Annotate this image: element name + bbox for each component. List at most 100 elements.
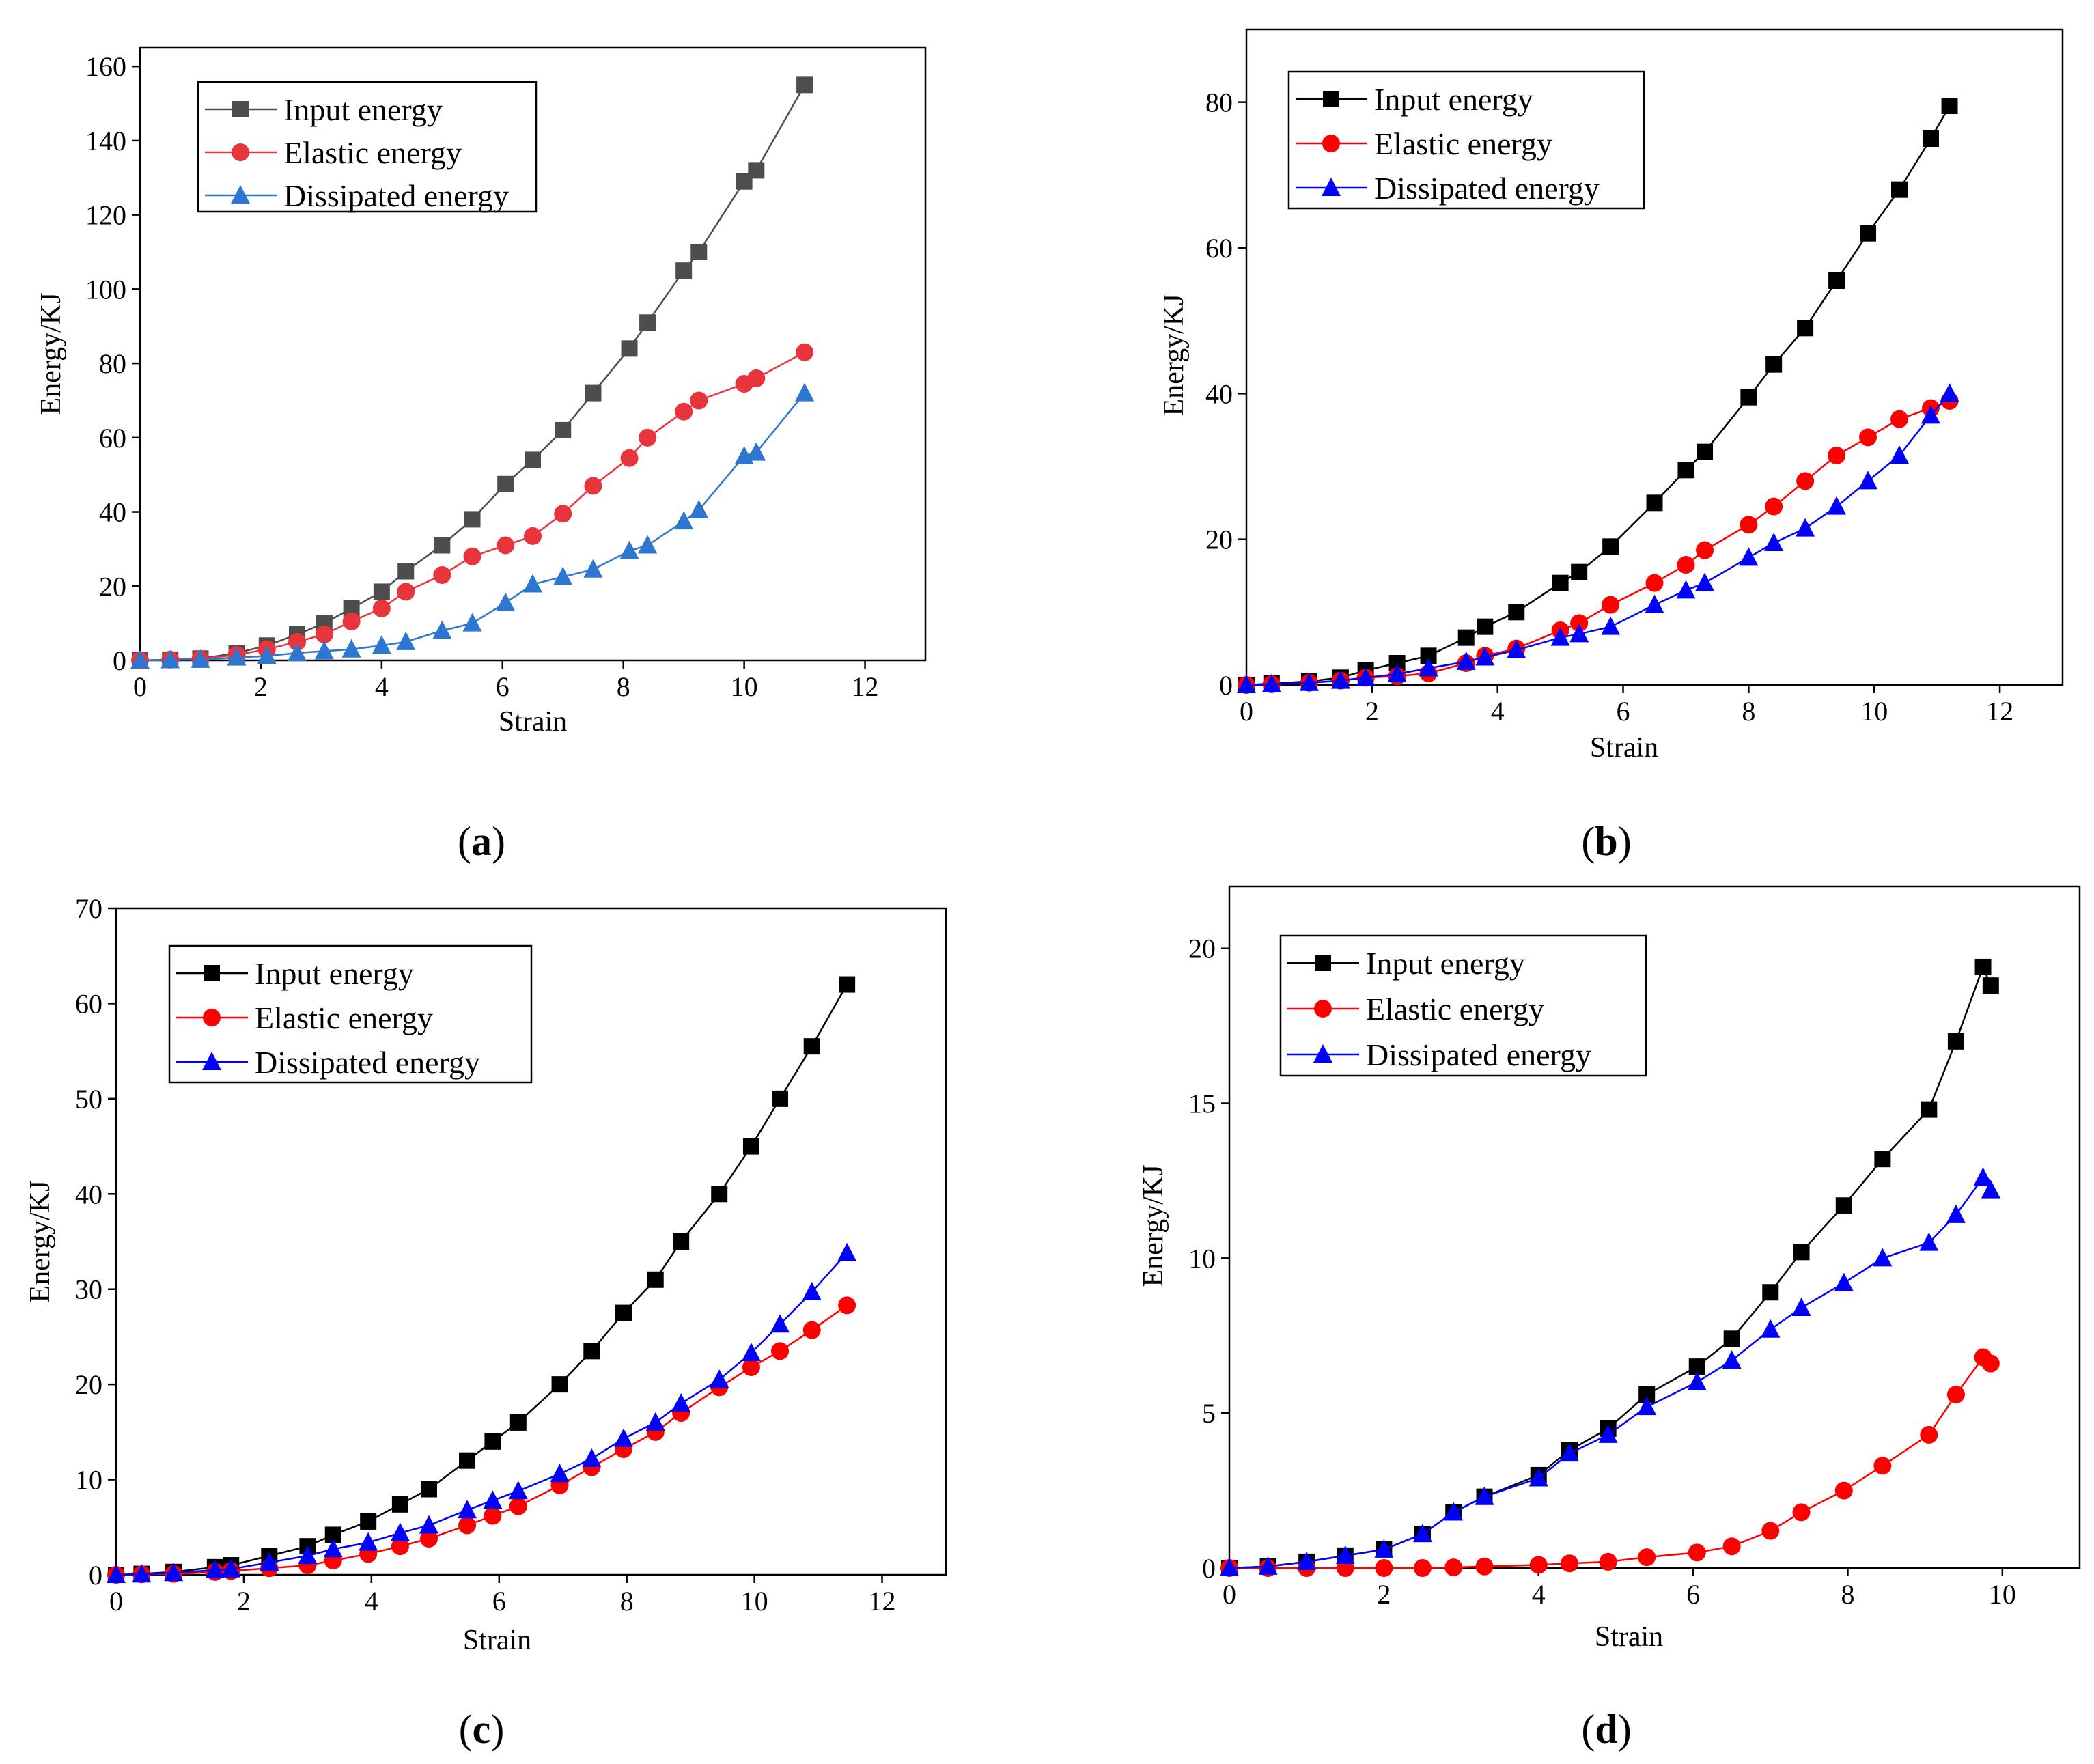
data-point-series-0 [373, 583, 390, 600]
data-point-series-1 [1890, 410, 1908, 428]
data-point-series-1 [1920, 1425, 1938, 1444]
y-tick-label: 160 [85, 51, 126, 82]
data-point-series-1 [458, 1516, 477, 1535]
x-tick-label: 2 [237, 1586, 251, 1616]
data-point-series-1 [584, 477, 602, 495]
data-point-series-2 [1220, 1558, 1239, 1576]
data-point-series-1 [484, 1507, 502, 1525]
series-line-2 [1229, 1176, 1992, 1569]
x-tick-label: 12 [852, 671, 879, 702]
data-point-series-2 [1687, 1371, 1707, 1390]
data-point-series-2 [1834, 1272, 1854, 1291]
data-point-series-0 [748, 162, 765, 179]
data-point-series-1 [1696, 541, 1714, 559]
x-tick-label: 10 [741, 1586, 768, 1616]
data-point-series-2 [1528, 1468, 1548, 1487]
y-axis-title-c: Energy/KJ [25, 1181, 56, 1303]
data-point-series-2 [837, 1242, 857, 1261]
data-point-series-1 [1645, 574, 1664, 592]
y-tick-label: 20 [99, 571, 126, 602]
panel-c: 0 2 4 6 8 10 12 0 10 20 30 40 50 60 70 Input energy Ela… [25, 893, 947, 1752]
data-point-series-1 [802, 1321, 821, 1339]
data-point-series-2 [1299, 672, 1319, 691]
data-point-series-0 [1602, 538, 1619, 555]
legend-label-1: Elastic energy [283, 135, 462, 170]
data-point-series-2 [1356, 667, 1376, 686]
data-point-series-1 [747, 369, 766, 387]
x-tick-label: 2 [1377, 1579, 1391, 1610]
legend-label-2: Dissipated energy [1366, 1037, 1591, 1072]
y-tick-label: 60 [1205, 233, 1233, 264]
y-tick-label: 5 [1202, 1398, 1216, 1429]
data-point-series-1 [1529, 1556, 1548, 1574]
data-point-series-2 [1444, 1502, 1464, 1521]
caption-letter-c: c [473, 1707, 491, 1752]
x-axis-title-a: Strain [499, 706, 567, 738]
legend-marker-2 [202, 1052, 221, 1070]
data-point-series-2 [1550, 627, 1570, 646]
data-point-series-2 [359, 1532, 378, 1551]
legend-marker-0 [1315, 955, 1331, 971]
data-point-series-0 [621, 340, 638, 357]
data-point-series-0 [585, 384, 602, 402]
data-point-series-1 [1561, 1554, 1578, 1573]
y-tick-label: 40 [75, 1179, 102, 1209]
panel-d: 0 2 4 6 8 10 0 5 10 15 20 Input energy Elastic ener… [1138, 885, 2081, 1752]
x-tick-label: 6 [1686, 1579, 1700, 1610]
data-point-series-1 [1602, 596, 1620, 614]
axis-ticks-b: 0 2 4 6 8 10 12 0 20 40 60 80 [1205, 87, 2013, 727]
data-point-series-2 [1695, 572, 1715, 591]
data-point-series-0 [1457, 629, 1475, 646]
data-point-series-2 [746, 442, 766, 461]
data-point-series-2 [619, 540, 639, 559]
data-point-series-0 [434, 537, 451, 554]
data-point-series-2 [1387, 664, 1407, 682]
plot-frame-a [139, 46, 927, 662]
legend-label-0: Input energy [1366, 946, 1525, 981]
data-point-series-2 [1258, 1556, 1278, 1575]
y-axis-title-b: Energy/KJ [1158, 294, 1190, 417]
x-tick-label: 4 [365, 1586, 378, 1616]
data-point-series-1 [1413, 1559, 1432, 1577]
data-point-series-2 [1601, 616, 1621, 635]
data-point-series-0 [583, 1343, 600, 1360]
y-tick-label: 20 [1205, 524, 1233, 555]
data-point-series-2 [130, 650, 150, 669]
data-point-series-2 [257, 645, 277, 664]
data-point-series-0 [1723, 1330, 1740, 1347]
y-tick-label: 20 [75, 1369, 102, 1400]
data-point-series-0 [1552, 574, 1569, 591]
data-point-series-2 [390, 1522, 410, 1541]
data-point-series-2 [160, 649, 180, 669]
data-point-series-0 [1571, 563, 1588, 580]
data-point-series-0 [1835, 1197, 1852, 1214]
plot-frame-b [1245, 28, 2064, 686]
y-tick-label: 0 [1202, 1553, 1216, 1584]
data-point-series-0 [1646, 494, 1663, 512]
data-point-series-2 [221, 1558, 241, 1578]
data-point-series-0 [459, 1452, 476, 1469]
data-point-series-2 [496, 592, 516, 611]
data-point-series-0 [1982, 977, 1999, 994]
data-point-series-0 [796, 76, 813, 94]
data-point-series-1 [1765, 497, 1783, 516]
data-point-series-1 [796, 343, 814, 361]
caption-letter-a: a [471, 819, 492, 864]
data-point-series-2 [1827, 496, 1847, 515]
x-axis-title-c: Strain [463, 1625, 531, 1656]
data-point-series-0 [839, 976, 856, 993]
data-point-series-2 [1973, 1167, 1993, 1186]
data-point-series-1 [1859, 428, 1877, 447]
data-point-series-0 [1828, 272, 1845, 289]
data-point-series-2 [419, 1515, 438, 1534]
data-point-series-2 [802, 1281, 822, 1300]
legend-label-2: Dissipated energy [1374, 171, 1600, 206]
y-axis-title-d: Energy/KJ [1138, 1165, 1169, 1287]
legend-marker-1 [203, 1009, 221, 1026]
y-tick-label: 40 [1205, 378, 1233, 409]
x-axis-title-b: Strain [1590, 732, 1658, 764]
x-tick-label: 0 [133, 671, 147, 702]
data-point-series-1 [288, 632, 306, 651]
data-point-series-1 [1740, 516, 1758, 534]
data-point-series-2 [582, 1448, 602, 1467]
